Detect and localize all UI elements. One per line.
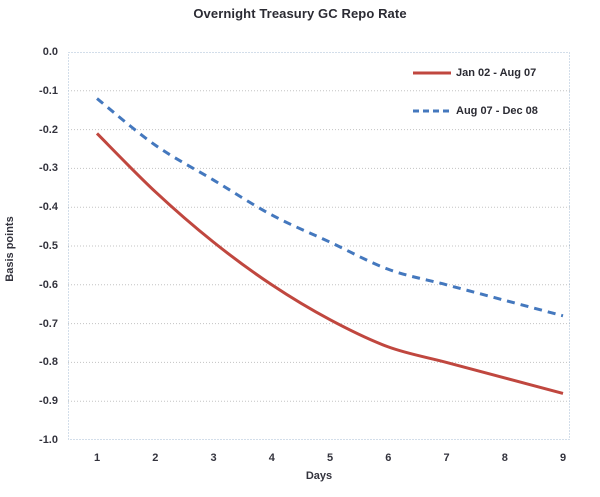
x-tick-label: 3 — [210, 452, 217, 464]
x-tick-label: 6 — [385, 452, 392, 464]
chart-legend: Jan 02 - Aug 07 Aug 07 - Dec 08 — [413, 63, 573, 139]
x-tick-label: 7 — [443, 452, 450, 464]
y-axis-title: Basis points — [4, 216, 16, 282]
y-tick-label: -0.5 — [39, 240, 58, 252]
y-tick-label: -0.3 — [39, 162, 58, 175]
solid-line-swatch-icon — [413, 70, 451, 76]
legend-label-series-2: Aug 07 - Dec 08 — [456, 105, 538, 117]
y-tick-label: -0.4 — [39, 201, 58, 214]
x-tick-label: 2 — [152, 452, 159, 464]
y-tick-label: 0.0 — [42, 46, 58, 58]
series-line-1 — [95, 132, 564, 395]
y-tick-label: -0.6 — [39, 278, 58, 291]
y-tick-label: -0.7 — [39, 317, 58, 330]
x-axis-title: Days — [305, 470, 333, 482]
legend-entry-series-2: Aug 07 - Dec 08 — [413, 101, 573, 121]
legend-entry-series-1: Jan 02 - Aug 07 — [413, 63, 573, 83]
y-tick-label: -0.9 — [39, 395, 58, 408]
chart-title: Overnight Treasury GC Repo Rate — [193, 6, 407, 21]
y-tick-label: -1.0 — [39, 434, 58, 446]
y-tick-label: -0.2 — [39, 123, 58, 136]
x-tick-label: 8 — [501, 452, 508, 464]
legend-label-series-1: Jan 02 - Aug 07 — [456, 67, 537, 79]
x-tick-label: 1 — [93, 452, 101, 464]
x-tick-label: 9 — [559, 452, 567, 464]
x-tick-label: 5 — [326, 452, 334, 464]
x-tick-label: 4 — [268, 452, 275, 464]
dashed-line-swatch-icon — [413, 108, 451, 114]
y-tick-label: -0.8 — [39, 356, 58, 369]
y-tick-label: -0.1 — [39, 84, 58, 97]
series-line-2 — [96, 97, 564, 318]
